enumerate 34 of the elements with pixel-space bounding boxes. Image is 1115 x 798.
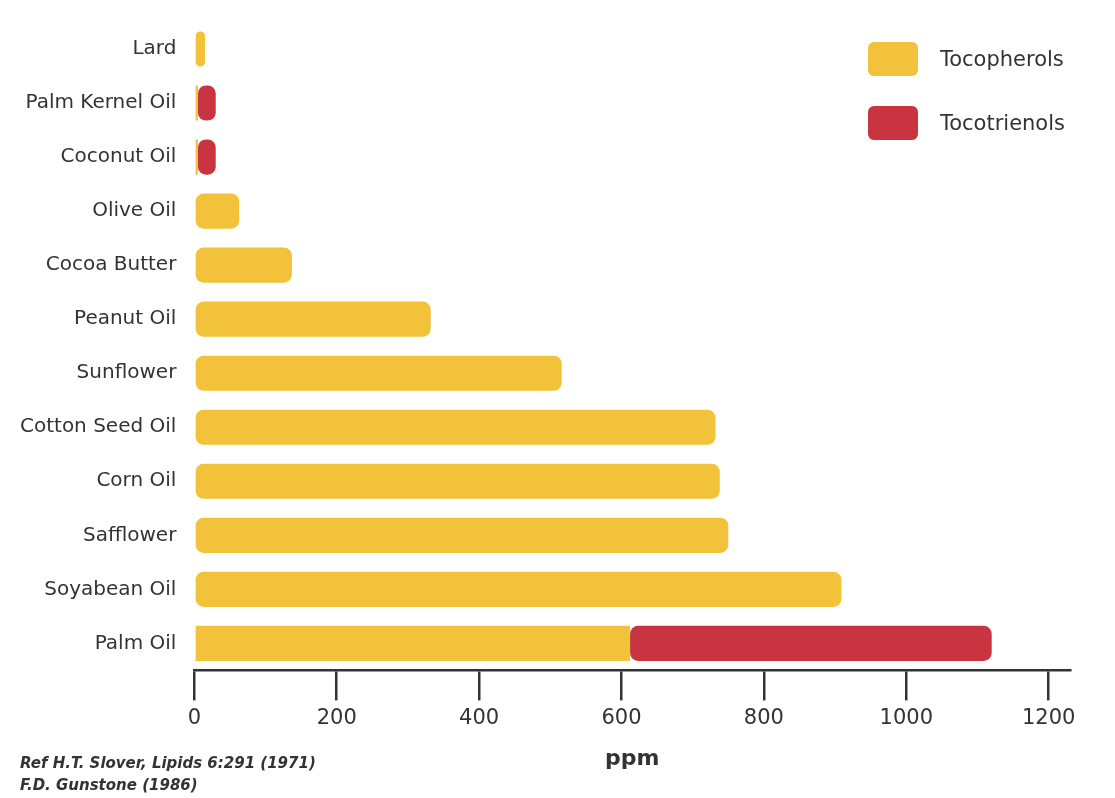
bar	[195, 409, 716, 445]
bar	[195, 625, 631, 661]
bar	[195, 301, 431, 337]
x-tick-label: 0	[187, 705, 202, 730]
bar	[195, 193, 240, 229]
y-tick-label: Palm Kernel Oil	[25, 89, 177, 114]
y-tick-label: Cotton Seed Oil	[19, 413, 177, 438]
text: F.D. Gunstone (1986)	[20, 776, 198, 794]
y-tick-label: Coconut Oil	[60, 143, 177, 168]
y-tick-label: Olive Oil	[92, 197, 177, 222]
x-tick-label: 600	[601, 705, 642, 730]
bar	[195, 355, 562, 391]
text: Ref H.T. Slover, Lipids 6:291 (1971)	[20, 754, 316, 772]
bar	[195, 463, 720, 499]
x-tick-label: 400	[459, 705, 500, 730]
bar	[195, 517, 729, 553]
x-tick-label: 800	[743, 705, 784, 730]
y-tick-label: Sunflower	[76, 359, 178, 384]
bar	[195, 571, 842, 607]
x-axis-title: ppm	[604, 744, 660, 770]
y-tick-label: Cocoa Butter	[45, 251, 178, 276]
legend-label: Tocotrienols	[939, 111, 1065, 135]
x-tick-label: 1200	[1021, 705, 1076, 730]
y-tick-label: Lard	[132, 35, 177, 60]
y-tick-label: Corn Oil	[96, 467, 177, 492]
legend-label: Tocopherols	[939, 47, 1064, 71]
y-tick-label: Soyabean Oil	[44, 575, 177, 600]
bar	[195, 247, 292, 283]
bar	[630, 625, 992, 661]
y-tick-label: Palm Oil	[94, 629, 177, 654]
x-tick-label: 1000	[879, 705, 933, 730]
x-tick-label: 200	[316, 705, 357, 730]
y-tick-label: Peanut Oil	[74, 305, 177, 330]
y-tick-label: Safflower	[82, 521, 178, 546]
